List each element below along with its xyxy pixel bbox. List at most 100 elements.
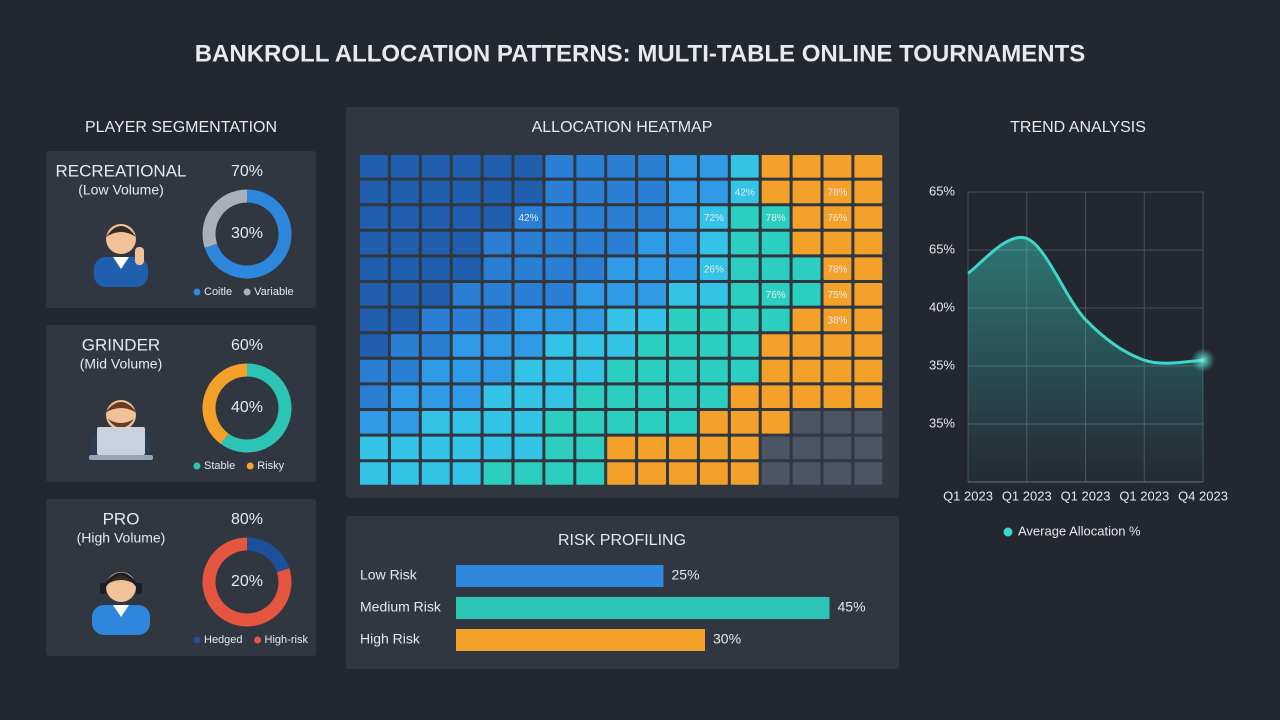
heatmap-label: 78% [766,213,786,224]
avatar-headset [101,572,141,590]
avatar-beard [108,419,134,428]
legend-label: Average Allocation % [1018,523,1141,538]
avatar-body [94,257,148,287]
heatmap-label: 76% [766,290,786,301]
heatmap-cell [545,180,574,204]
donut-segment [246,537,290,573]
heatmap-cell [792,180,821,204]
heatmap-cell [452,385,481,408]
heatmap-cell [360,180,388,204]
heatmap-cell [483,308,512,332]
heatmap-cell [699,334,728,357]
legend-dot [246,462,254,470]
heatmap-cell [360,385,388,408]
heatmap-cell [514,462,543,485]
bar-category: Medium Risk [360,599,442,615]
heatmap-cell [854,411,883,434]
segment-title: PRO [103,509,140,528]
heatmap-cell [823,359,852,383]
heatmap-cell [576,359,605,383]
heatmap-cell [761,436,790,460]
heatmap-cell [792,308,821,332]
line [967,235,1204,365]
segment-title: GRINDER [82,335,160,354]
heatmap-cell [545,231,574,255]
heatmap-cell [452,411,481,434]
heatmap-cell [360,411,388,434]
heatmap-cell [452,334,481,357]
legend-dot [193,462,201,470]
heatmap-cell [483,462,512,485]
heatmap-cell [576,283,605,306]
heatmap-cell [390,308,419,332]
heatmap-cell [390,283,419,306]
heatmap-cell [607,334,636,357]
heatmap-cell [483,155,512,178]
heatmap-cell [669,462,697,485]
heatmap-cell [823,334,852,357]
heatmap-cell [699,155,728,178]
heatmap-cell [792,257,821,280]
heatmap-cell [761,462,790,485]
heatmap-cell [390,206,419,229]
avatar-body [92,605,150,635]
heatmap-cell [545,462,574,485]
heatmap-cell [483,206,512,229]
heatmap-cell [823,155,852,178]
heatmap-cell [854,359,883,383]
heatmap-cell [823,206,852,229]
avatar-collar [113,605,129,617]
y-tick-label: 35% [929,415,955,430]
avatar-earpiece [100,583,106,594]
heatmap-cell [854,385,883,408]
heatmap-cell [730,155,759,178]
avatar-collar [113,257,129,269]
legend-label: Variable [254,286,294,298]
heatmap-cell [792,334,821,357]
x-tick-label: Q4 2023 [1178,488,1228,503]
heatmap-cell [514,385,543,408]
x-tick-label: Q1 2023 [1002,488,1052,503]
heatmap-cell [607,359,636,383]
heatmap-cell [854,231,883,255]
legend-label: Stable [204,460,235,472]
heatmap-cell [607,411,636,434]
heatmap-cell [514,359,543,383]
heatmap-cell [638,359,666,383]
heatmap-cell [823,257,852,280]
heatmap-cell [421,206,450,229]
heatmap-cell [452,283,481,306]
legend-dot [243,288,251,296]
heatmap-cell [699,411,728,434]
heatmap-cell [638,308,666,332]
bar-category: Low Risk [360,567,418,583]
heatmap-cell [638,283,666,306]
heatmap-cell [854,283,883,306]
heatmap-cell [854,334,883,357]
heatmap-cell [576,206,605,229]
heatmap-cell [421,231,450,255]
heatmap-cell [421,283,450,306]
heatmap-cell [854,206,883,229]
heatmap-cell [452,155,481,178]
heatmap-cell [638,257,666,280]
heatmap-cell [669,436,697,460]
avatar-laptop-base [89,455,153,460]
heatmap-label: 42% [735,188,755,199]
heatmap-cell [669,180,697,204]
heatmap-cell [545,257,574,280]
line-area [968,237,1203,482]
heatmap-cell [421,308,450,332]
heatmap-cell [390,462,419,485]
donut-center-label: 20% [231,573,263,590]
heatmap-cell [823,385,852,408]
page-title: BANKROLL ALLOCATION PATTERNS: MULTI-TABL… [195,40,1086,67]
y-tick-label: 40% [929,299,955,314]
heatmap-cell [483,436,512,460]
heatmap-cell [669,283,697,306]
heatmap-cell [730,334,759,357]
heatmap-cell [360,155,388,178]
heatmap-label: 76% [827,213,847,224]
heatmap-cell [607,155,636,178]
